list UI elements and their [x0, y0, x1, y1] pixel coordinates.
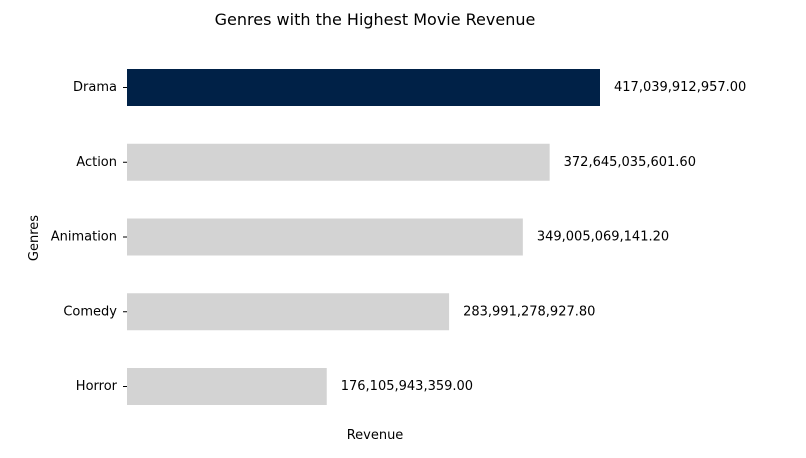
bar-animation [127, 218, 523, 256]
chart-title: Genres with the Highest Movie Revenue [215, 10, 536, 29]
y-tick-label: Comedy [63, 304, 117, 319]
bar-value-label: 349,005,069,141.20 [537, 230, 669, 245]
y-tick-label: Horror [76, 379, 118, 394]
bar-drama [127, 69, 600, 106]
bar-horror [127, 368, 327, 405]
bar-value-label: 417,039,912,957.00 [614, 80, 746, 95]
x-axis-label: Revenue [347, 428, 404, 443]
bar-value-label: 372,645,035,601.60 [564, 155, 696, 170]
y-axis-label: Genres [27, 215, 42, 261]
y-tick-label: Animation [51, 230, 117, 245]
y-tick-label: Drama [73, 80, 117, 95]
bar-comedy [127, 293, 450, 331]
y-tick-label: Action [76, 155, 117, 170]
bars-group: Drama 417,039,912,957.00 Action 372,645,035… [51, 69, 746, 405]
bar-value-label: 283,991,278,927.80 [463, 304, 595, 319]
bar-action [127, 143, 550, 181]
bar-value-label: 176,105,943,359.00 [341, 379, 473, 394]
